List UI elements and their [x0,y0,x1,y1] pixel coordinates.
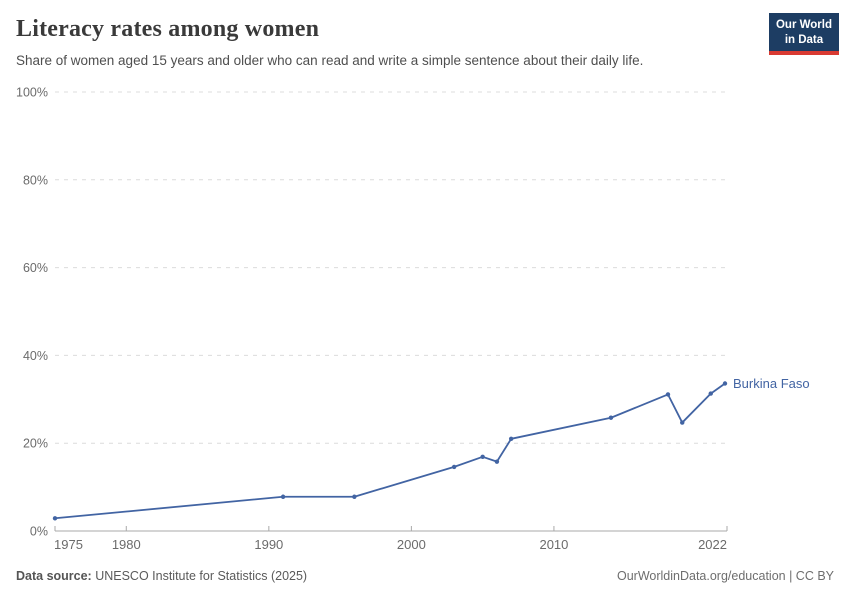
data-point-2019 [680,420,685,425]
y-tick-label-100: 100% [16,86,48,100]
x-tick-label-1990: 1990 [254,537,283,552]
y-tick-label-0: 0% [30,525,48,539]
data-point-2022 [722,381,728,386]
x-tick-label-1975: 1975 [54,537,83,552]
data-point-1991 [280,494,286,499]
y-tick-label-60: 60% [23,261,48,275]
series-end-label: Burkina Faso [733,376,810,391]
license-note: OurWorldinData.org/education | CC BY [616,569,834,583]
series-line-burkina-faso [54,382,726,520]
data-source-note: Data source: UNESCO Institute for Statis… [16,569,307,583]
data-point-2021 [708,391,713,396]
owid-logo-line1: Our World [775,19,832,31]
x-tick-label-2000: 2000 [397,537,426,552]
data-source-label: Data source: [16,569,92,583]
x-tick-label-1980: 1980 [112,537,141,552]
y-tick-label-20: 20% [23,437,48,451]
x-tick-label-2022: 2022 [698,537,727,552]
data-point-2007 [508,436,514,442]
y-tick-label-80: 80% [23,173,48,187]
page-title: Literacy rates among women [16,16,320,42]
data-point-2003 [451,464,457,470]
data-point-2006 [494,459,500,464]
data-point-1975 [52,516,58,521]
x-tick-label-2010: 2010 [539,537,568,552]
data-point-2014 [608,415,614,420]
data-point-2005 [480,454,485,460]
y-tick-label-40: 40% [23,349,48,363]
data-source-value: UNESCO Institute for Statistics (2025) [91,569,308,583]
owid-logo-line2: in Data [784,33,824,46]
data-point-2018 [665,392,671,397]
owid-logo: Our World in Data [768,13,839,55]
data-point-1996 [352,494,357,499]
page-subtitle: Share of women aged 15 years and older w… [16,53,644,68]
